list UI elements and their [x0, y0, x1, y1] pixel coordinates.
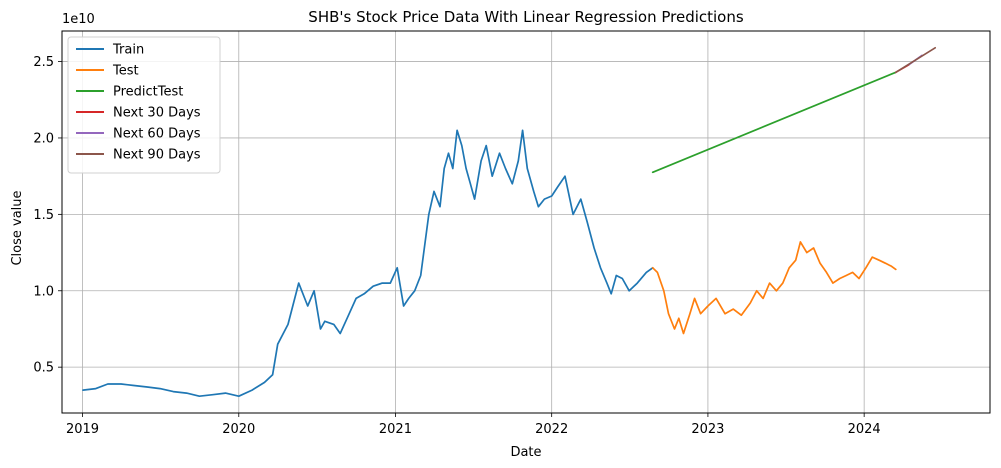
series-layer	[82, 46, 937, 398]
x-tick-label: 2020	[222, 422, 255, 437]
y-offset-label: 1e10	[62, 12, 95, 27]
legend-label: PredictTest	[113, 85, 183, 100]
x-tick-label: 2019	[66, 422, 99, 437]
legend-label: Next 30 Days	[113, 106, 201, 121]
legend-box	[67, 36, 221, 174]
y-tick-label: 1.5	[33, 208, 54, 223]
series-line-next-90-days	[894, 46, 937, 74]
legend-label: Train	[112, 43, 144, 58]
legend-label: Next 90 Days	[113, 148, 201, 163]
x-tick-label: 2024	[848, 422, 881, 437]
series-line-predicttest	[651, 71, 897, 174]
series-line-test	[651, 241, 897, 335]
legend-label: Next 60 Days	[113, 127, 201, 142]
legend: Train Test PredictTest Next 30 Days Next 60 …	[67, 36, 221, 174]
y-axis-label: Close value	[10, 190, 25, 265]
y-axis: 0.5 1.0 1.5 2.0 2.5	[33, 55, 62, 376]
plot-frame	[61, 30, 991, 414]
series-line-train	[82, 129, 654, 398]
x-axis-label: Date	[510, 445, 541, 460]
chart-title: SHB's Stock Price Data With Linear Regre…	[308, 8, 744, 26]
x-axis: 2019 2020 2021 2022 2023 2024	[66, 413, 881, 437]
legend-label: Test	[112, 64, 139, 79]
x-tick-label: 2023	[691, 422, 724, 437]
x-tick-label: 2022	[535, 422, 568, 437]
y-tick-label: 0.5	[33, 361, 54, 376]
y-tick-label: 1.0	[33, 284, 54, 299]
y-tick-label: 2.5	[33, 55, 54, 70]
x-tick-label: 2021	[379, 422, 412, 437]
y-tick-label: 2.0	[33, 131, 54, 146]
